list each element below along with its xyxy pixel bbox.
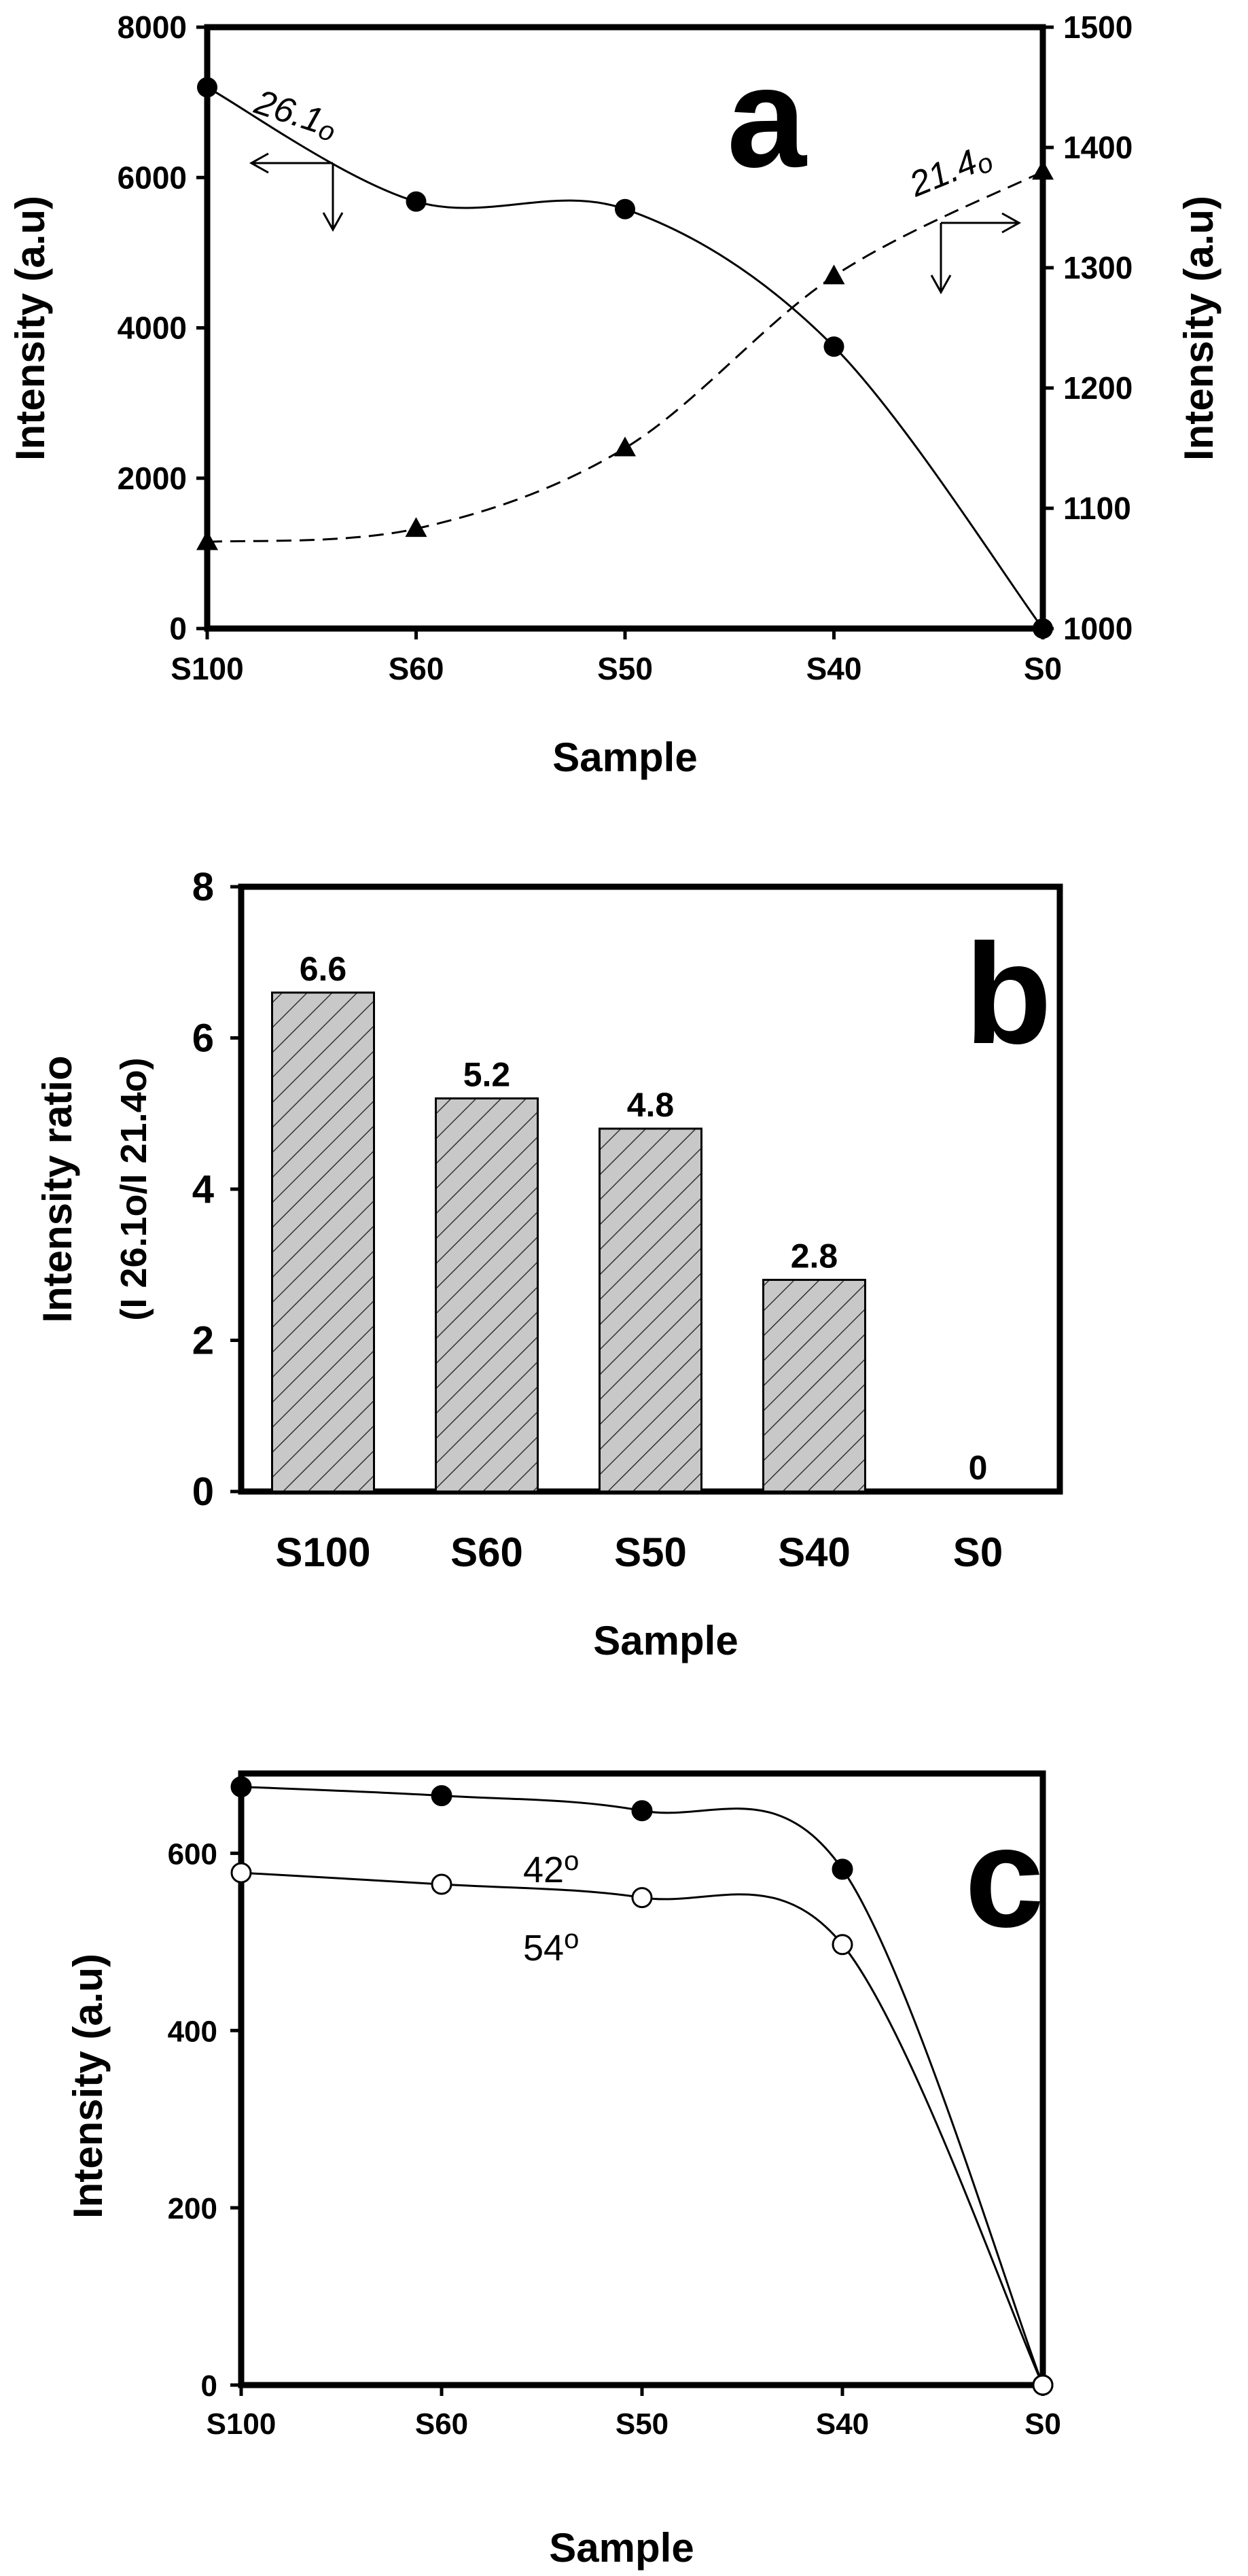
- bar: [271, 991, 375, 1493]
- panel-b: 6.6 5.2 4.8 2.8 0 0 2 4 6 8 S100 S60 S50 S40 S0 b Sa…: [35, 865, 1063, 1663]
- b-y-tick-label: 6: [192, 1017, 214, 1061]
- series-42-point: [832, 1858, 853, 1880]
- series-21-4-point: [1032, 160, 1054, 180]
- c-y-tick-label: 200: [168, 2192, 217, 2225]
- series-54-point: [631, 1887, 653, 1909]
- b-x-axis-label: Sample: [593, 1618, 738, 1663]
- series-54-point: [230, 1862, 252, 1884]
- b-y-tick-label: 2: [192, 1319, 214, 1363]
- b-x-tick-label: S50: [614, 1530, 687, 1575]
- series-42-point: [431, 1785, 452, 1807]
- a-y-left-tick-label: 6000: [118, 160, 187, 195]
- b-x-tick-label: S40: [778, 1530, 851, 1575]
- b-y-tick-label: 4: [192, 1167, 214, 1212]
- bar-value-label: 5.2: [463, 1056, 511, 1094]
- a-x-axis-label: Sample: [552, 735, 697, 780]
- series-42-point: [631, 1800, 653, 1822]
- series-26-1-point: [1033, 618, 1053, 639]
- label-42: 42o: [523, 1846, 579, 1890]
- a-x-tick-label: S40: [806, 651, 862, 686]
- series-26-1-point: [197, 77, 217, 98]
- c-y-tick-label: 0: [201, 2369, 217, 2403]
- bar: [599, 1127, 702, 1493]
- bar-value-label: 6.6: [300, 950, 347, 988]
- label-21-4: 21.4o: [904, 137, 997, 207]
- c-x-tick-label: S100: [207, 2407, 277, 2441]
- a-y-left-tick-label: 8000: [118, 10, 187, 45]
- a-y-left-tick-label: 0: [169, 611, 187, 646]
- panel-c-letter: c: [965, 1797, 1044, 1957]
- a-y-left-label: Intensity (a.u): [7, 196, 53, 461]
- a-x-tick-label: S60: [389, 651, 444, 686]
- series-42-line: [240, 1786, 1044, 2386]
- a-y-right-tick-label: 1100: [1063, 491, 1131, 526]
- label-26-1: 26.1o: [249, 82, 342, 147]
- a-y-right-tick-label: 1500: [1063, 10, 1133, 45]
- a-y-left-tick-label: 4000: [118, 311, 187, 346]
- c-y-tick-label: 600: [168, 1837, 217, 1871]
- series-42-point: [230, 1776, 252, 1798]
- b-x-tick-label: S60: [450, 1530, 523, 1575]
- b-x-tick-label: S0: [953, 1530, 1003, 1575]
- bar-value-label: 2.8: [791, 1237, 838, 1275]
- a-x-tick-label: S100: [171, 651, 243, 686]
- arrow-left-icon: [249, 152, 344, 232]
- c-y-label: Intensity (a.u): [65, 1954, 111, 2219]
- bar: [762, 1279, 866, 1493]
- series-21-4-point: [823, 264, 845, 285]
- b-y-tick-label: 0: [192, 1470, 214, 1514]
- series-21-4-point: [405, 517, 427, 537]
- label-54: 54o: [523, 1924, 579, 1969]
- b-y-tick-label: 8: [192, 865, 214, 909]
- b-x-tick-label: S100: [275, 1530, 370, 1575]
- series-26-1-point: [823, 336, 844, 357]
- a-y-right-tick-label: 1300: [1063, 250, 1133, 285]
- panel-c: S100 S60 S50 S40 S0 0 200 400 600 c 42o 54o Sam…: [65, 1770, 1061, 2571]
- bar: [435, 1097, 539, 1493]
- c-x-tick-label: S60: [415, 2407, 468, 2441]
- c-x-tick-label: S40: [816, 2407, 869, 2441]
- b-y-label-line1: Intensity ratio: [35, 1055, 80, 1322]
- series-21-4-point: [196, 530, 218, 550]
- a-x-tick-label: S50: [597, 651, 653, 686]
- c-x-axis-label: Sample: [549, 2525, 694, 2571]
- a-y-left-tick-label: 2000: [118, 461, 187, 496]
- series-54-point: [1032, 2374, 1054, 2396]
- panel-b-letter: b: [965, 914, 1052, 1074]
- panel-a-letter: a: [727, 37, 808, 197]
- panel-c-frame: [238, 1770, 1046, 2388]
- series-21-4-point: [614, 436, 636, 457]
- c-y-tick-label: 400: [168, 2015, 217, 2048]
- bar-value-label: 0: [969, 1449, 988, 1487]
- a-y-right-tick-label: 1000: [1063, 611, 1133, 646]
- c-x-tick-label: S50: [616, 2407, 668, 2441]
- a-y-right-label: Intensity (a.u): [1176, 196, 1222, 461]
- arrow-right-icon: [930, 212, 1022, 295]
- series-21-4-line: [207, 171, 1044, 544]
- bar-value-label: 4.8: [627, 1086, 675, 1124]
- a-y-right-tick-label: 1200: [1063, 370, 1133, 406]
- a-y-right-tick-label: 1400: [1063, 130, 1133, 165]
- panel-a: S100 S60 S50 S40 S0 0 2000 4000 6000 8000 1000 11…: [7, 10, 1222, 780]
- series-26-1-line: [207, 86, 1044, 629]
- series-26-1-point: [406, 191, 427, 212]
- series-54-point: [431, 1873, 452, 1895]
- series-26-1-point: [615, 198, 635, 219]
- c-x-tick-label: S0: [1024, 2407, 1061, 2441]
- series-54-line: [240, 1871, 1044, 2386]
- a-x-tick-label: S0: [1024, 651, 1062, 686]
- b-y-label-line2: (I 26.1o/I 21.4o): [113, 1057, 154, 1320]
- series-54-point: [832, 1934, 853, 1956]
